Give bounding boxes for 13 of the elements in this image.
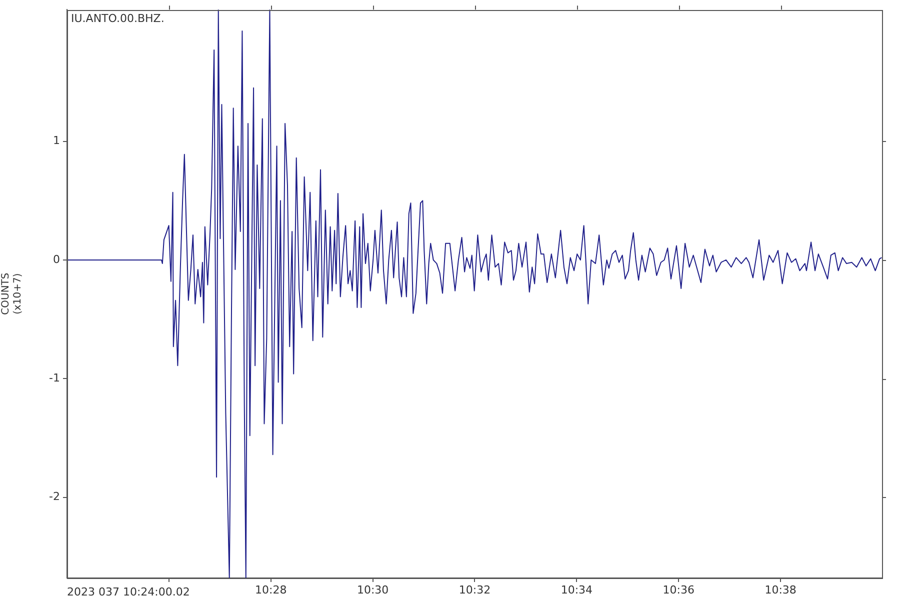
text: 2023 037 10:24:00.02	[67, 585, 190, 598]
y-tick-label: 1	[53, 134, 60, 148]
x-tick-label: 10:32	[458, 583, 491, 596]
y-tick-label: -1	[49, 372, 60, 385]
y-tick-label: -2	[49, 490, 60, 504]
x-tick-label: 10:28	[255, 583, 287, 596]
x-tick-label: 10:36	[662, 583, 694, 596]
x-tick-label: 10:38	[764, 583, 796, 596]
x-tick-label: 10:34	[560, 583, 593, 596]
chart-title: IU.ANTO.00.BHZ.	[71, 12, 164, 25]
x-tick-label: 10:30	[356, 583, 389, 596]
y-tick-label: 0	[53, 252, 60, 266]
y-axis-title: COUNTS (x10+7)	[0, 272, 24, 315]
